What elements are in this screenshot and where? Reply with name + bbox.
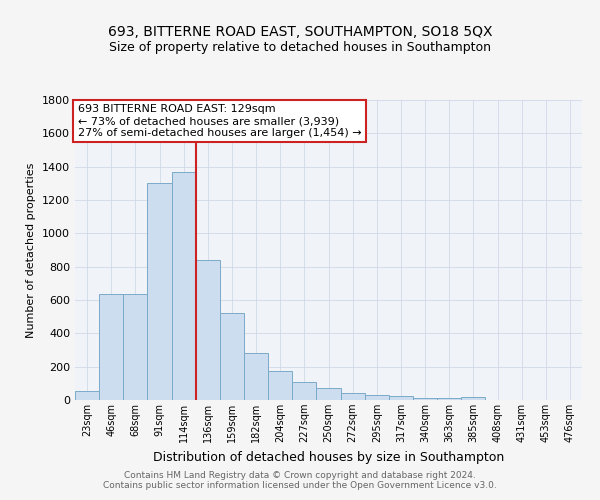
Text: Contains HM Land Registry data © Crown copyright and database right 2024.
Contai: Contains HM Land Registry data © Crown c…: [103, 470, 497, 490]
Bar: [196, 260, 220, 400]
Text: 693 BITTERNE ROAD EAST: 129sqm
← 73% of detached houses are smaller (3,939)
27% : 693 BITTERNE ROAD EAST: 129sqm ← 73% of …: [77, 104, 361, 138]
Bar: [220, 312, 244, 400]
Text: 693, BITTERNE ROAD EAST, SOUTHAMPTON, SO18 5QX: 693, BITTERNE ROAD EAST, SOUTHAMPTON, SO…: [108, 26, 492, 40]
Text: Size of property relative to detached houses in Southampton: Size of property relative to detached ho…: [109, 41, 491, 54]
Bar: [292, 382, 316, 400]
Bar: [389, 396, 413, 400]
Bar: [148, 182, 172, 400]
Bar: [172, 172, 196, 400]
Bar: [437, 398, 461, 400]
Bar: [413, 398, 437, 400]
Bar: [244, 352, 268, 400]
Bar: [268, 371, 292, 400]
Bar: [341, 394, 365, 400]
Bar: [316, 388, 341, 400]
Bar: [123, 294, 148, 400]
Bar: [461, 396, 485, 400]
X-axis label: Distribution of detached houses by size in Southampton: Distribution of detached houses by size …: [153, 450, 504, 464]
Bar: [365, 395, 389, 400]
Bar: [75, 391, 99, 400]
Y-axis label: Number of detached properties: Number of detached properties: [26, 162, 37, 338]
Bar: [99, 294, 123, 400]
